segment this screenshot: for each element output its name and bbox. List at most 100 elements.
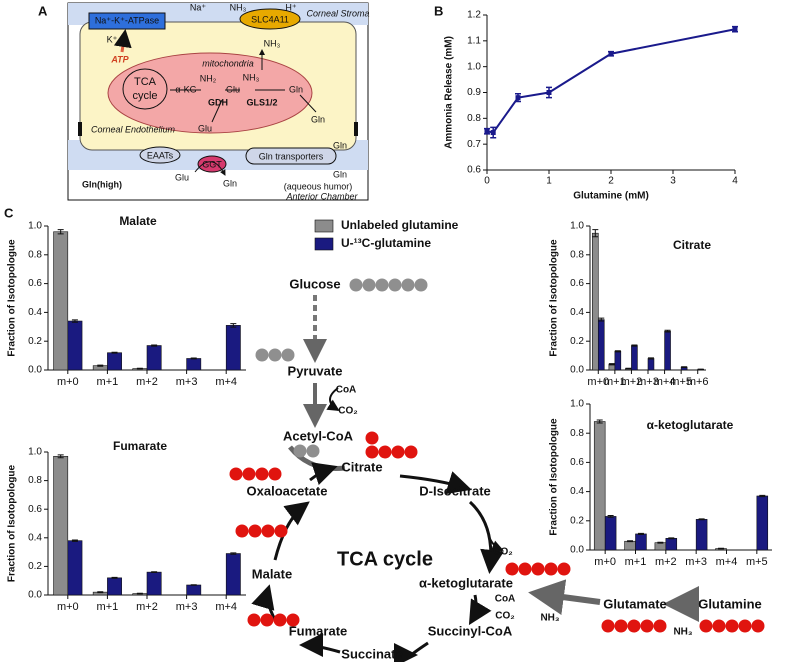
label: TCA cycle — [337, 548, 433, 570]
bar — [647, 358, 655, 371]
arrow — [251, 584, 277, 621]
chart-title: Malate — [119, 214, 157, 228]
y-tick-label: 0.4 — [28, 307, 42, 318]
carbon-dot — [274, 524, 288, 538]
label: Citrate — [341, 459, 382, 474]
y-tick-label: 1.0 — [28, 221, 42, 232]
x-tick-label: m+2 — [655, 556, 677, 568]
label: GDH — [208, 97, 228, 107]
label: H⁺ — [285, 2, 296, 12]
y-tick-label: 0.6 — [28, 504, 42, 515]
x-tick-label: 2 — [608, 176, 614, 187]
x-axis-label: Glutamine (mM) — [573, 191, 649, 202]
error-bar — [681, 366, 688, 369]
bar — [67, 540, 83, 596]
y-tick-label: 0.7 — [467, 139, 481, 150]
error-bar — [631, 344, 638, 347]
carbon-dot — [557, 562, 571, 576]
carbon-dot — [401, 278, 415, 292]
y-tick-label: 0.2 — [28, 561, 42, 572]
carbon-dot — [362, 278, 376, 292]
y-tick-label: 0.4 — [570, 486, 584, 497]
carbon-dot — [235, 524, 249, 538]
marker — [484, 128, 490, 134]
y-tick-label: 0.4 — [28, 532, 42, 543]
y-tick-label: 0.6 — [467, 165, 481, 176]
arrow — [468, 500, 504, 574]
x-tick-label: m+4 — [215, 376, 237, 388]
label: Oxaloacetate — [247, 483, 328, 498]
carbon-dot — [404, 445, 418, 459]
carbon-dot — [375, 278, 389, 292]
label: Glu — [175, 172, 189, 182]
panel-label: A — [38, 3, 48, 18]
bar — [225, 325, 241, 371]
panel-label: C — [4, 205, 14, 220]
y-tick-label: 0.9 — [467, 87, 481, 98]
bar — [107, 577, 122, 596]
x-tick-label: m+3 — [176, 601, 198, 613]
panel-label: B — [434, 3, 443, 18]
error-bar — [190, 584, 197, 586]
x-tick-label: m+4 — [716, 556, 738, 568]
marker — [732, 26, 738, 32]
x-tick-label: m+0 — [587, 376, 609, 388]
y-axis-label: Fraction of Isotopologue — [549, 418, 560, 536]
x-tick-label: m+1 — [604, 376, 626, 388]
junction — [78, 122, 82, 136]
bar — [756, 495, 769, 551]
label: CoA — [495, 594, 516, 605]
y-axis-label: Fraction of Isotopologue — [7, 464, 18, 582]
label: Glucose — [289, 276, 340, 291]
bar — [225, 553, 241, 596]
error-bar — [592, 229, 599, 238]
error-bar — [647, 357, 654, 360]
label: Glu — [226, 84, 240, 94]
label: GLS1/2 — [246, 97, 277, 107]
error-bar — [136, 367, 143, 370]
x-tick-label: m+0 — [594, 556, 616, 568]
bar — [107, 352, 122, 371]
label: CO₂ — [493, 547, 512, 558]
error-bar — [614, 350, 621, 353]
arrow — [170, 50, 317, 123]
bar — [665, 538, 678, 551]
error-bar — [598, 317, 605, 322]
x-tick-label: 3 — [670, 176, 676, 187]
label: CO₂ — [495, 611, 514, 622]
label: (aqueous humor) — [284, 181, 353, 191]
x-tick-label: m+3 — [637, 376, 659, 388]
label: Malate — [252, 566, 292, 581]
error-bar — [625, 367, 632, 370]
carbon-dot — [531, 562, 545, 576]
y-tick-label: 1.0 — [570, 399, 584, 410]
arrow — [299, 633, 341, 658]
arrow — [113, 29, 132, 53]
label: Succinyl-CoA — [428, 623, 513, 638]
x-tick-label: m+5 — [670, 376, 692, 388]
carbon-dot — [365, 431, 379, 445]
label: Corneal Endothelium — [91, 124, 176, 134]
carbon-dot — [268, 348, 282, 362]
label: Anterior Chamber — [285, 191, 358, 201]
bar — [67, 320, 83, 371]
y-tick-label: 0.6 — [28, 278, 42, 289]
pathway: Glucose Pyruvate CoA CO₂ Acetyl-CoA Citr… — [247, 276, 762, 662]
carbon-dot — [248, 524, 262, 538]
label: D-Isocitrate — [419, 483, 491, 498]
y-axis-label: Fraction of Isotopologue — [7, 239, 18, 357]
y-tick-label: 1.1 — [467, 35, 481, 46]
label: Gln — [333, 169, 347, 179]
x-tick-label: 4 — [732, 176, 738, 187]
error-bar — [657, 541, 664, 544]
bar — [631, 345, 638, 371]
label: α-KG — [175, 84, 196, 94]
carbon-dot — [725, 619, 739, 633]
marker — [546, 90, 552, 95]
carbon-dot — [260, 613, 274, 627]
label: Fumarate — [289, 623, 348, 638]
carbon-dot — [738, 619, 752, 633]
x-tick-label: m+2 — [621, 376, 643, 388]
carbon-dot — [640, 619, 654, 633]
x-tick-label: m+1 — [97, 376, 119, 388]
